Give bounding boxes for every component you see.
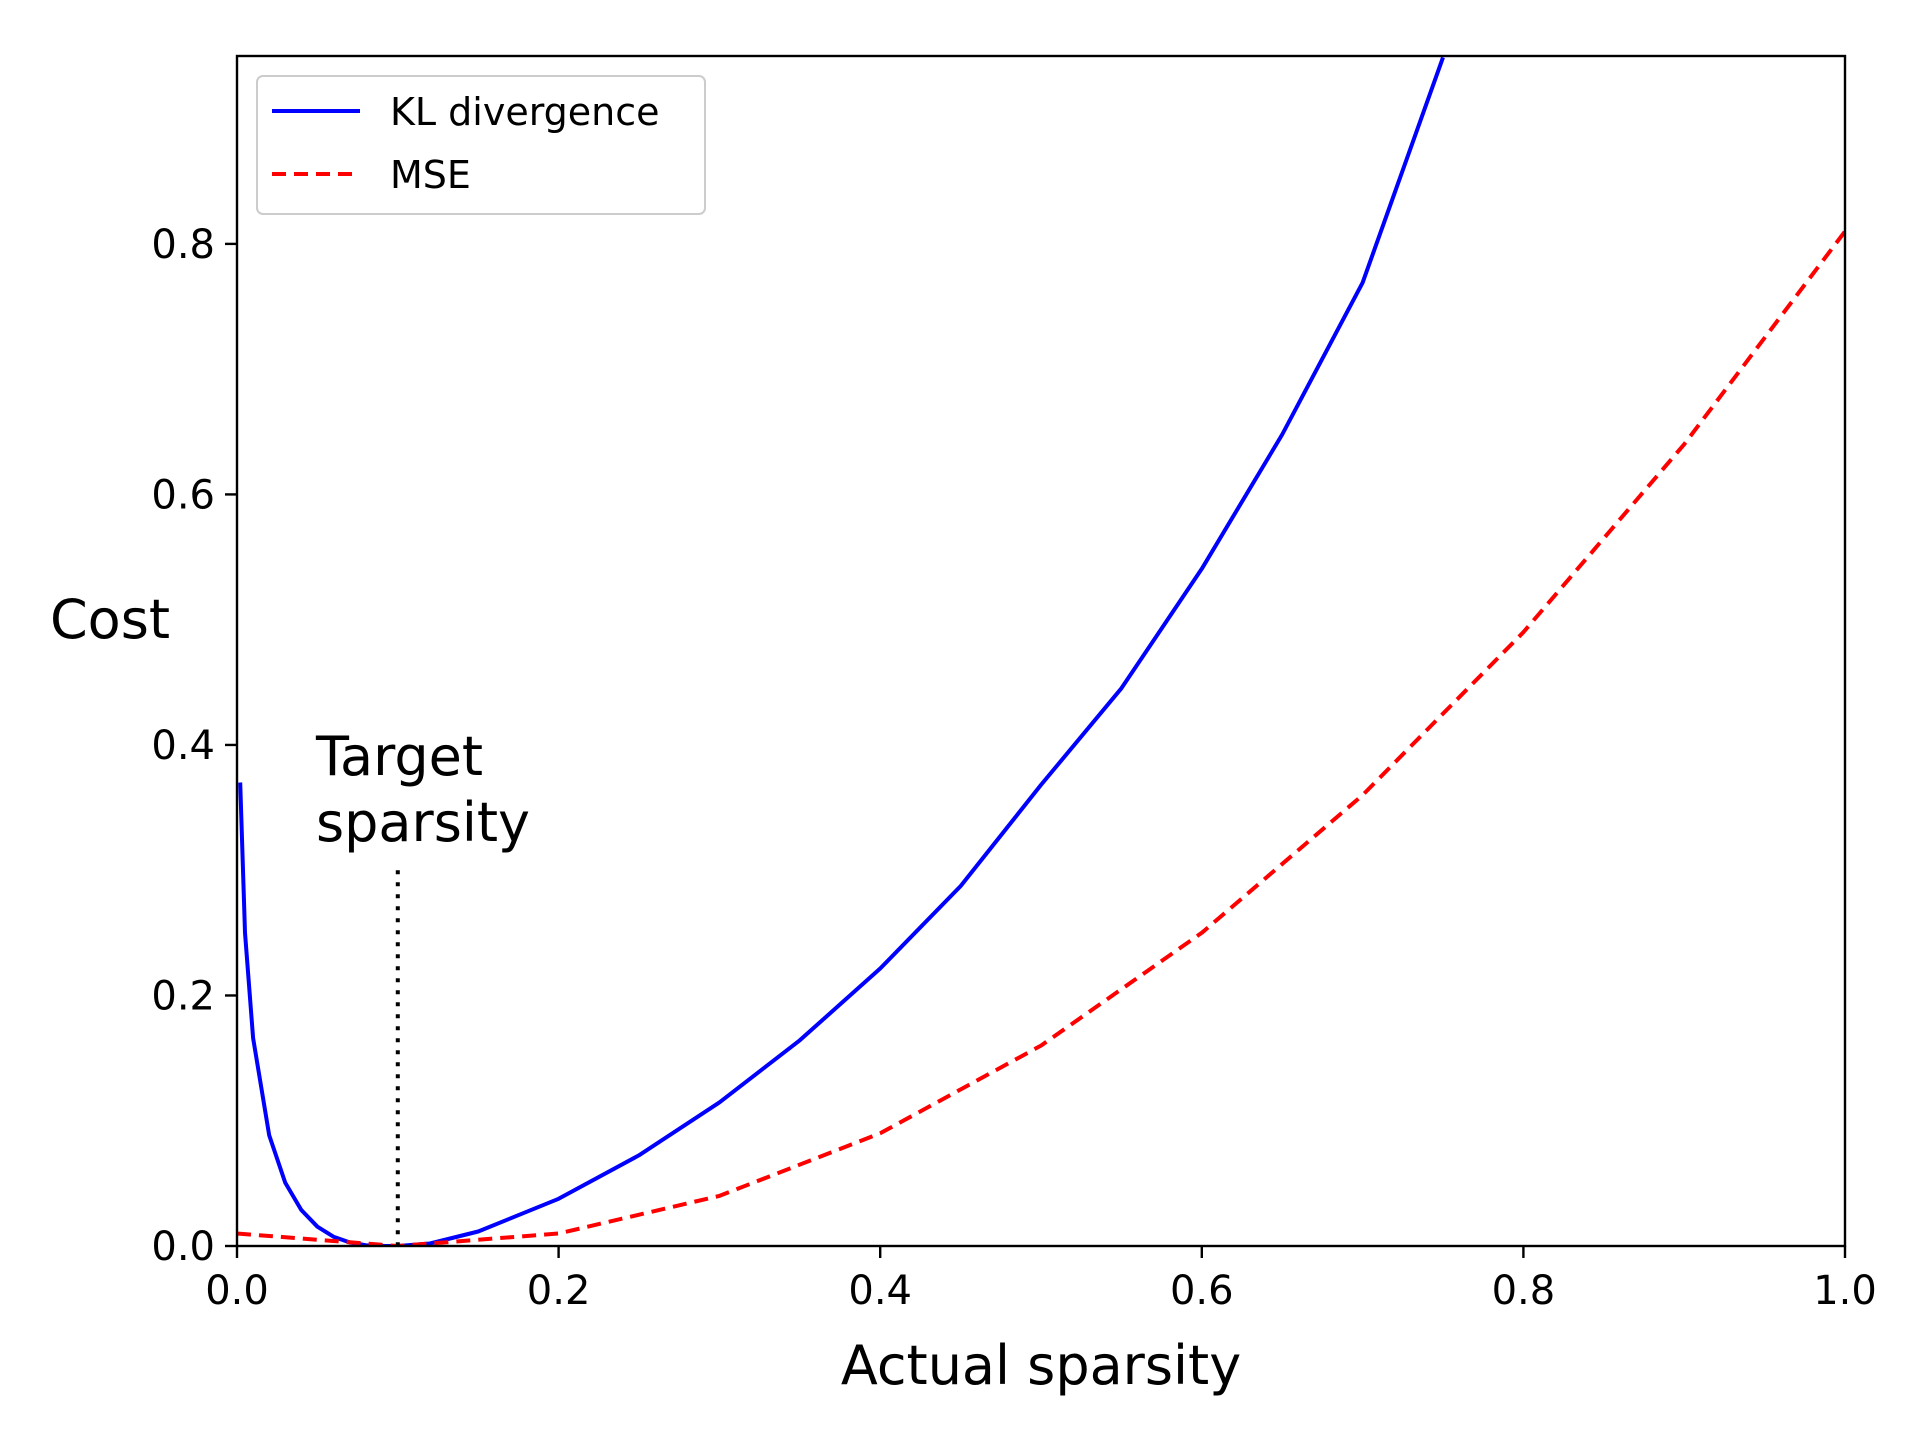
x-tick-label: 1.0 (1813, 1268, 1877, 1314)
legend-label-mse: MSE (390, 153, 471, 197)
y-tick-label: 0.2 (151, 973, 215, 1019)
y-tick-label: 0.8 (151, 222, 215, 268)
series-line-mse (237, 230, 1845, 1246)
legend-frame (256, 75, 706, 215)
plot-area-frame (235, 54, 1847, 1248)
y-tick-label: 0.0 (151, 1224, 215, 1270)
annotation-label-line-2: sparsity (316, 791, 530, 854)
y-axis-ticks: 0.0 0.2 0.4 0.6 0.8 (151, 222, 237, 1270)
annotation-label-line-1: Target (315, 725, 483, 788)
x-tick-label: 0.2 (527, 1268, 591, 1314)
y-tick-label: 0.6 (151, 472, 215, 518)
legend: KL divergence MSE (256, 75, 706, 215)
x-tick-label: 0.4 (848, 1268, 912, 1314)
x-axis-ticks: 0.0 0.2 0.4 0.6 0.8 1.0 (205, 1246, 1877, 1314)
series-line-kl-divergence (238, 56, 1445, 1246)
y-axis-title: Cost (50, 588, 170, 651)
series-layer (237, 56, 1845, 1246)
x-tick-label: 0.0 (205, 1268, 269, 1314)
legend-label-kl-divergence: KL divergence (390, 90, 660, 134)
y-tick-label: 0.4 (151, 723, 215, 769)
x-tick-label: 0.6 (1170, 1268, 1234, 1314)
x-axis-title: Actual sparsity (841, 1334, 1241, 1397)
x-tick-label: 0.8 (1492, 1268, 1556, 1314)
